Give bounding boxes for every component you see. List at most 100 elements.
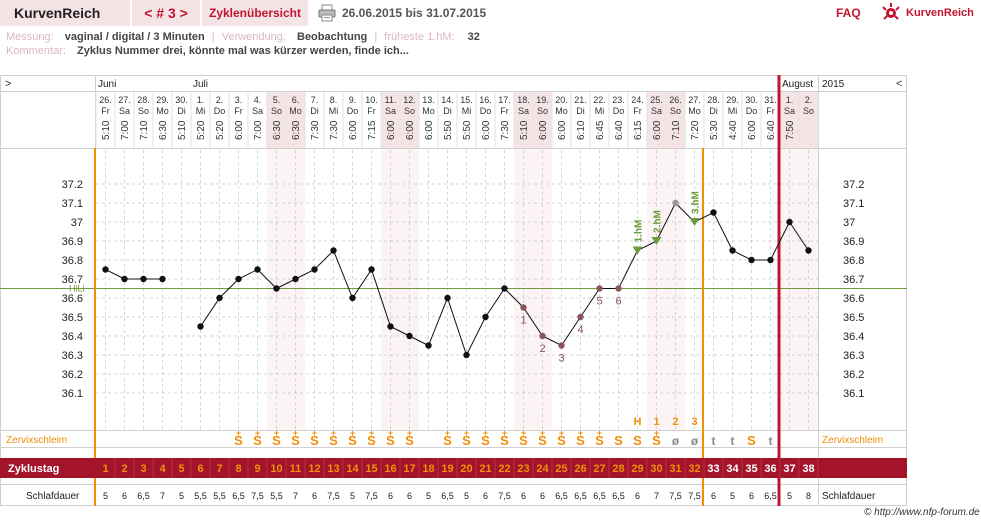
credit: © http://www.nfp-forum.de xyxy=(864,507,980,518)
y-tick-left: 36.3 xyxy=(62,350,83,362)
low-count-label: 5 xyxy=(596,296,602,308)
cycle-navigation[interactable]: < # 3 > xyxy=(130,0,200,26)
mucus-symbol: S xyxy=(595,433,604,448)
scroll-left-button[interactable]: > xyxy=(5,78,11,90)
measure-time: 6:00 xyxy=(747,120,758,140)
temperature-point xyxy=(368,266,375,273)
mucus-plus: + xyxy=(274,428,279,438)
sleep-value: 7,5 xyxy=(669,491,682,501)
cycle-day-number: 2 xyxy=(121,463,127,475)
mucus-symbol: S xyxy=(234,433,243,448)
day-date: 26. xyxy=(669,95,682,105)
mucus-symbol: S xyxy=(329,433,338,448)
y-tick-right: 37.1 xyxy=(843,198,864,210)
sleep-value: 6,5 xyxy=(764,491,777,501)
cycle-day-number: 27 xyxy=(593,463,605,475)
mucus-symbol: S xyxy=(576,433,585,448)
measure-time: 6:00 xyxy=(652,120,663,140)
y-tick-right: 36.2 xyxy=(843,369,864,381)
mucus-plus: + xyxy=(597,428,602,438)
mucus-plus: + xyxy=(502,428,507,438)
temperature-point xyxy=(387,323,394,330)
sleep-value: 6 xyxy=(521,491,526,501)
y-tick-right: 36.3 xyxy=(843,350,864,362)
cycle-day-number: 20 xyxy=(460,463,472,475)
cycle-day-number: 14 xyxy=(346,463,359,475)
day-date: 26. xyxy=(99,95,112,105)
y-tick-left: 36.2 xyxy=(62,369,83,381)
day-weekday: Fr xyxy=(766,106,775,116)
measure-time: 5:20 xyxy=(215,120,226,140)
day-date: 13. xyxy=(422,95,435,105)
measure-time: 5:50 xyxy=(462,120,473,140)
printer-icon[interactable] xyxy=(318,4,336,22)
measure-time: 6:00 xyxy=(538,120,549,140)
day-date: 21. xyxy=(574,95,587,105)
cycle-day-number: 31 xyxy=(669,463,681,475)
brand-title[interactable]: KurvenReich xyxy=(0,0,130,26)
scroll-right-button[interactable]: < xyxy=(896,78,902,90)
temperature-point xyxy=(748,256,755,264)
low-count-point xyxy=(596,285,603,292)
day-weekday: Mo xyxy=(289,106,302,116)
day-date: 2. xyxy=(805,95,813,105)
mucus-symbol: S xyxy=(291,433,300,448)
cycle-day-number: 38 xyxy=(802,463,814,475)
top-bar: KurvenReich < # 3 > Zyklenübersicht 26.0… xyxy=(0,0,981,27)
sleep-value: 6,5 xyxy=(441,491,454,501)
high-measure-label: 3.hM xyxy=(691,191,702,214)
cycle-day-label: Zyklustag xyxy=(8,463,59,475)
day-date: 17. xyxy=(498,95,511,105)
mucus-symbol: S xyxy=(652,433,661,448)
faq-link[interactable]: FAQ xyxy=(836,6,861,20)
low-count-label: 1 xyxy=(520,315,526,327)
sleep-value: 6 xyxy=(711,491,716,501)
temperature-point xyxy=(501,285,508,292)
mucus-symbol: S xyxy=(614,433,623,448)
weekend-header xyxy=(533,92,552,148)
day-date: 10. xyxy=(365,95,378,105)
temperature-point xyxy=(729,247,736,254)
day-weekday: Mi xyxy=(196,106,206,116)
sleep-label-right: Schlafdauer xyxy=(822,491,876,502)
measure-time: 6:10 xyxy=(576,120,587,140)
cycle-day-number: 25 xyxy=(555,463,567,475)
day-weekday: Mo xyxy=(422,106,435,116)
cycle-overview-link[interactable]: Zyklenübersicht xyxy=(200,0,308,26)
weekend-header xyxy=(514,92,533,148)
sleep-value: 6 xyxy=(407,491,412,501)
day-weekday: Mo xyxy=(156,106,169,116)
high-measure-point xyxy=(651,237,662,245)
day-weekday: Sa xyxy=(651,106,662,116)
day-weekday: So xyxy=(138,106,149,116)
day-date: 30. xyxy=(175,95,188,105)
cycle-day-number: 21 xyxy=(479,463,491,475)
temperature-point xyxy=(235,275,242,283)
temperature-point xyxy=(406,332,413,340)
sleep-value: 5 xyxy=(350,491,355,501)
measure-time: 7:00 xyxy=(120,120,131,140)
mucus-symbol: S xyxy=(462,433,471,448)
measure-time: 6:40 xyxy=(766,120,777,140)
weekend-header xyxy=(647,92,666,148)
sleep-value: 7 xyxy=(293,491,298,501)
mucus-plus: + xyxy=(521,428,526,438)
mucus-plus: + xyxy=(578,428,583,438)
measure-time: 7:50 xyxy=(785,120,796,140)
high-measure-label: 1.hM xyxy=(634,220,645,243)
date-range: 26.06.2015 bis 31.07.2015 xyxy=(342,6,487,20)
day-weekday: Fr xyxy=(101,106,110,116)
temperature-point xyxy=(767,256,774,264)
sleep-value: 7,5 xyxy=(688,491,701,501)
sleep-value: 6,5 xyxy=(593,491,606,501)
sleep-value: 7,5 xyxy=(498,491,511,501)
sleep-value: 7,5 xyxy=(327,491,340,501)
mucus-plus: + xyxy=(312,428,317,438)
day-weekday: Di xyxy=(443,106,452,116)
measure-time: 7:30 xyxy=(329,120,340,140)
hm-value: 32 xyxy=(467,31,480,43)
sleep-label-left: Schlafdauer xyxy=(26,491,80,502)
mucus-symbol: S xyxy=(519,433,528,448)
y-tick-left: 37.1 xyxy=(62,198,83,210)
mucus-symbol: t xyxy=(712,434,716,448)
